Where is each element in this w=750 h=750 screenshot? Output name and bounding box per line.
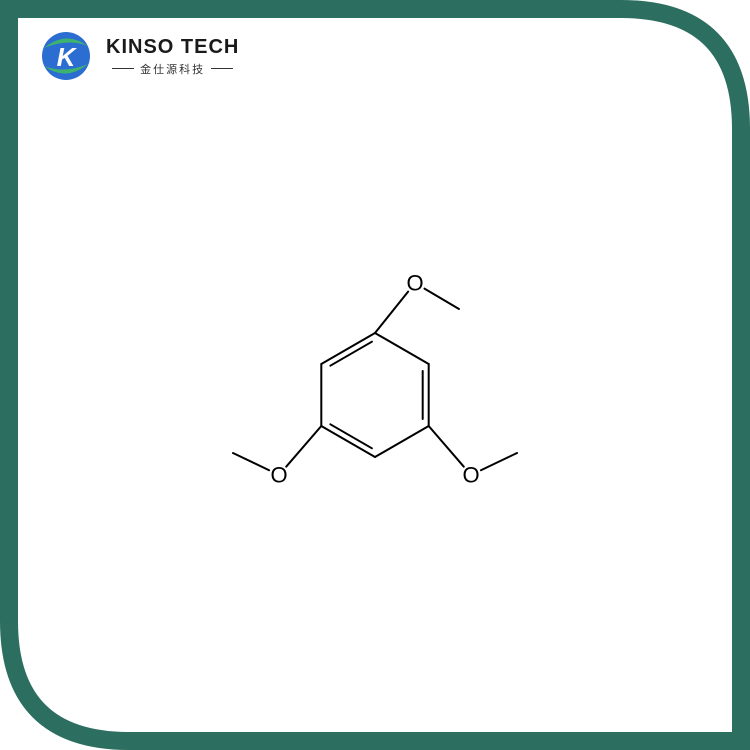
logo-icon: K — [38, 28, 94, 84]
atom-label: O — [462, 463, 479, 488]
molecule-diagram: O O O — [175, 175, 575, 575]
logo-letter: K — [57, 42, 78, 72]
atom-label: O — [406, 271, 423, 296]
logo-subtitle-row: 金仕源科技 — [112, 61, 233, 77]
logo-text-group: KINSO TECH 金仕源科技 — [106, 36, 239, 77]
atom-label: O — [270, 463, 287, 488]
logo-line-right — [211, 68, 233, 69]
logo-title: KINSO TECH — [106, 36, 239, 59]
company-logo: K KINSO TECH 金仕源科技 — [38, 28, 239, 84]
logo-line-left — [112, 68, 134, 69]
molecule-svg: O O O — [175, 175, 575, 575]
logo-subtitle: 金仕源科技 — [140, 61, 205, 77]
